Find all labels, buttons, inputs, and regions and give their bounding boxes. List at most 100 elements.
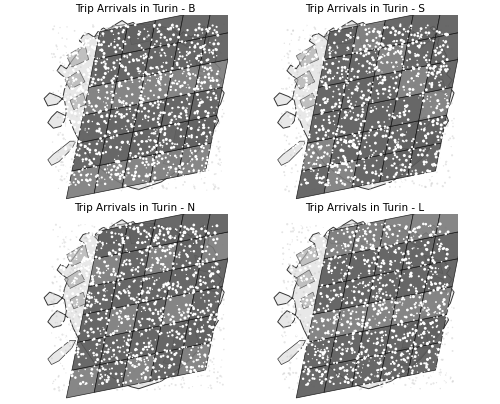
- Point: [432, 58, 440, 65]
- Point: [386, 101, 394, 107]
- Point: [372, 170, 380, 177]
- Point: [424, 275, 432, 282]
- Polygon shape: [200, 225, 207, 231]
- Point: [160, 109, 168, 116]
- Point: [406, 166, 414, 173]
- Point: [421, 325, 429, 332]
- Point: [112, 27, 120, 34]
- Point: [398, 73, 406, 79]
- Point: [392, 139, 400, 146]
- Point: [295, 383, 303, 389]
- Point: [317, 233, 325, 239]
- Point: [157, 261, 165, 267]
- Point: [119, 380, 127, 386]
- Point: [364, 353, 372, 359]
- Point: [142, 376, 150, 382]
- Point: [172, 116, 180, 122]
- Point: [73, 46, 81, 53]
- Point: [382, 292, 390, 298]
- Point: [399, 118, 407, 124]
- Point: [68, 369, 76, 375]
- Point: [392, 88, 400, 95]
- Point: [329, 341, 337, 348]
- Point: [110, 353, 118, 359]
- Point: [356, 373, 364, 379]
- Point: [363, 230, 371, 236]
- Point: [298, 278, 306, 284]
- Point: [377, 109, 385, 115]
- Point: [312, 127, 320, 134]
- Point: [426, 94, 434, 100]
- Point: [423, 307, 431, 314]
- Point: [340, 328, 347, 334]
- Point: [162, 136, 170, 143]
- Point: [205, 164, 213, 170]
- Point: [110, 255, 118, 261]
- Point: [104, 69, 112, 75]
- Point: [390, 50, 398, 56]
- Point: [112, 113, 120, 120]
- Point: [192, 362, 200, 368]
- Point: [393, 299, 401, 306]
- Point: [279, 311, 287, 318]
- Point: [62, 144, 70, 151]
- Point: [403, 171, 411, 178]
- Point: [68, 133, 76, 140]
- Point: [436, 306, 444, 312]
- Point: [321, 369, 329, 376]
- Point: [346, 144, 354, 150]
- Point: [400, 335, 408, 341]
- Point: [182, 372, 190, 379]
- Point: [412, 139, 420, 146]
- Point: [126, 309, 134, 315]
- Point: [78, 80, 86, 86]
- Point: [392, 80, 400, 86]
- Point: [339, 248, 347, 255]
- Point: [166, 329, 174, 335]
- Point: [406, 59, 413, 66]
- Point: [367, 89, 375, 95]
- Point: [283, 221, 291, 227]
- Point: [82, 42, 90, 49]
- Point: [118, 235, 126, 242]
- Point: [364, 151, 372, 158]
- Point: [172, 168, 180, 175]
- Point: [377, 33, 385, 39]
- Point: [405, 178, 413, 184]
- Point: [310, 165, 318, 172]
- Point: [308, 381, 316, 388]
- Point: [278, 332, 286, 339]
- Point: [378, 106, 386, 112]
- Point: [150, 368, 158, 374]
- Point: [190, 338, 198, 345]
- Point: [312, 141, 320, 147]
- Point: [304, 304, 312, 311]
- Point: [398, 378, 406, 385]
- Point: [436, 280, 444, 286]
- Point: [317, 78, 325, 84]
- Point: [168, 80, 176, 86]
- Point: [111, 311, 119, 317]
- Point: [148, 32, 156, 38]
- Point: [386, 115, 394, 122]
- Point: [213, 23, 221, 29]
- Point: [294, 227, 302, 234]
- Point: [116, 251, 124, 257]
- Point: [104, 128, 112, 135]
- Point: [212, 92, 220, 99]
- Point: [90, 35, 98, 41]
- Point: [181, 250, 189, 257]
- Point: [379, 301, 387, 308]
- Point: [304, 71, 312, 77]
- Point: [320, 259, 328, 265]
- Point: [449, 378, 457, 384]
- Point: [134, 31, 142, 38]
- Point: [63, 24, 71, 30]
- Polygon shape: [380, 214, 413, 248]
- Point: [160, 139, 168, 145]
- Point: [344, 295, 351, 301]
- Point: [300, 361, 308, 367]
- Point: [140, 105, 148, 112]
- Polygon shape: [419, 286, 452, 320]
- Point: [377, 54, 385, 60]
